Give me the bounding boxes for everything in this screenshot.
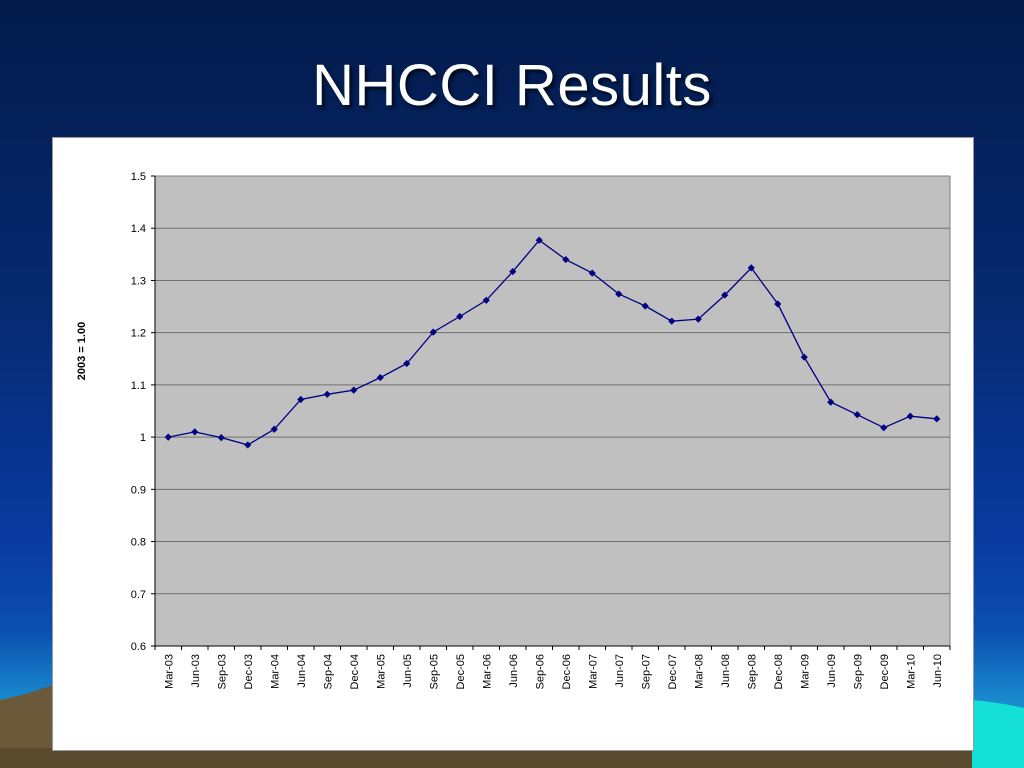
x-tick-label: Jun-07 <box>614 654 626 688</box>
data-point-marker <box>853 411 861 419</box>
x-axis-tick-labels: Mar-03 Jun-03 Sep-03 Dec-03 Mar-04 Jun-04 Sep-… <box>154 646 951 689</box>
x-tick-label: Mar-07 <box>587 654 599 689</box>
data-point-marker <box>933 415 941 423</box>
plot-area <box>154 175 951 647</box>
data-point-marker <box>244 441 252 449</box>
data-point-marker <box>615 290 623 298</box>
line-chart: 0.6 0.7 0.8 0.9 1 1.1 1.2 1.3 1.4 1.5 Mar-03 Jun-0… <box>76 171 951 689</box>
axes <box>154 176 950 647</box>
y-tick-label: 0.7 <box>131 589 146 601</box>
x-tick-label: Jun-10 <box>932 654 944 688</box>
x-tick-label: Jun-04 <box>296 654 308 688</box>
x-tick-label: Mar-10 <box>905 654 917 689</box>
x-tick-label: Sep-07 <box>640 654 652 689</box>
data-point-marker <box>297 395 305 404</box>
x-tick-label: Sep-04 <box>322 654 334 689</box>
data-point-marker <box>482 296 490 304</box>
y-tick-label: 1.2 <box>131 328 146 340</box>
x-tick-label: Jun-06 <box>508 654 520 688</box>
x-tick-label: Mar-03 <box>163 654 175 689</box>
data-point-marker <box>721 291 729 299</box>
x-tick-label: Mar-04 <box>269 654 281 689</box>
y-tick-label: 1.4 <box>131 223 146 235</box>
x-tick-label: Sep-05 <box>428 654 440 689</box>
y-tick-label: 1.3 <box>131 275 146 287</box>
x-tick-label: Mar-09 <box>799 654 811 689</box>
x-tick-label: Sep-08 <box>746 654 758 689</box>
data-point-marker <box>323 390 331 398</box>
y-tick-label: 1.5 <box>131 171 146 183</box>
x-tick-label: Sep-09 <box>852 654 864 689</box>
gridlines <box>155 227 950 595</box>
y-tick-label: 0.9 <box>131 484 146 496</box>
x-tick-label: Mar-05 <box>375 654 387 689</box>
right-water-shape <box>972 700 1024 768</box>
left-hill-shape <box>0 684 55 768</box>
data-point-marker <box>270 425 278 433</box>
x-tick-label: Sep-03 <box>216 654 228 689</box>
data-point-marker <box>535 236 543 244</box>
y-tick-label: 0.6 <box>131 641 146 653</box>
y-tick-label: 0.8 <box>131 537 146 549</box>
data-point-marker <box>906 412 914 420</box>
x-tick-label: Jun-03 <box>190 654 202 688</box>
data-point-marker <box>641 302 649 310</box>
x-tick-label: Jun-08 <box>720 654 732 688</box>
data-point-marker <box>880 424 888 432</box>
slide-title: NHCCI Results <box>312 53 712 118</box>
data-point-marker <box>217 434 225 442</box>
y-axis-title: 2003 = 1.00 <box>76 322 88 380</box>
x-tick-label: Dec-06 <box>561 654 573 689</box>
x-tick-label: Dec-04 <box>349 654 361 689</box>
chart-panel: 0.6 0.7 0.8 0.9 1 1.1 1.2 1.3 1.4 1.5 Mar-03 Jun-0… <box>52 137 974 751</box>
x-tick-label: Dec-08 <box>773 654 785 689</box>
x-tick-label: Jun-05 <box>402 654 414 688</box>
x-tick-label: Dec-03 <box>243 654 255 689</box>
x-tick-label: Jun-09 <box>826 654 838 688</box>
y-axis-tick-labels: 0.6 0.7 0.8 0.9 1 1.1 1.2 1.3 1.4 1.5 <box>131 171 155 653</box>
y-tick-label: 1.1 <box>131 380 146 392</box>
x-tick-label: Mar-06 <box>481 654 493 689</box>
data-point-marker <box>774 300 782 308</box>
data-point-marker <box>403 359 411 368</box>
y-tick-label: 1 <box>140 432 146 444</box>
data-point-marker <box>191 428 199 436</box>
data-point-marker <box>456 312 464 321</box>
series-line <box>168 239 937 446</box>
data-point-marker <box>827 398 835 406</box>
x-tick-label: Mar-08 <box>693 654 705 689</box>
x-tick-label: Dec-09 <box>879 654 891 689</box>
x-tick-label: Dec-05 <box>455 654 467 689</box>
data-point-marker <box>164 433 172 441</box>
x-tick-label: Dec-07 <box>667 654 679 689</box>
x-tick-label: Sep-06 <box>534 654 546 689</box>
data-point-marker <box>800 353 808 361</box>
bottom-ground-shape <box>0 748 1024 768</box>
